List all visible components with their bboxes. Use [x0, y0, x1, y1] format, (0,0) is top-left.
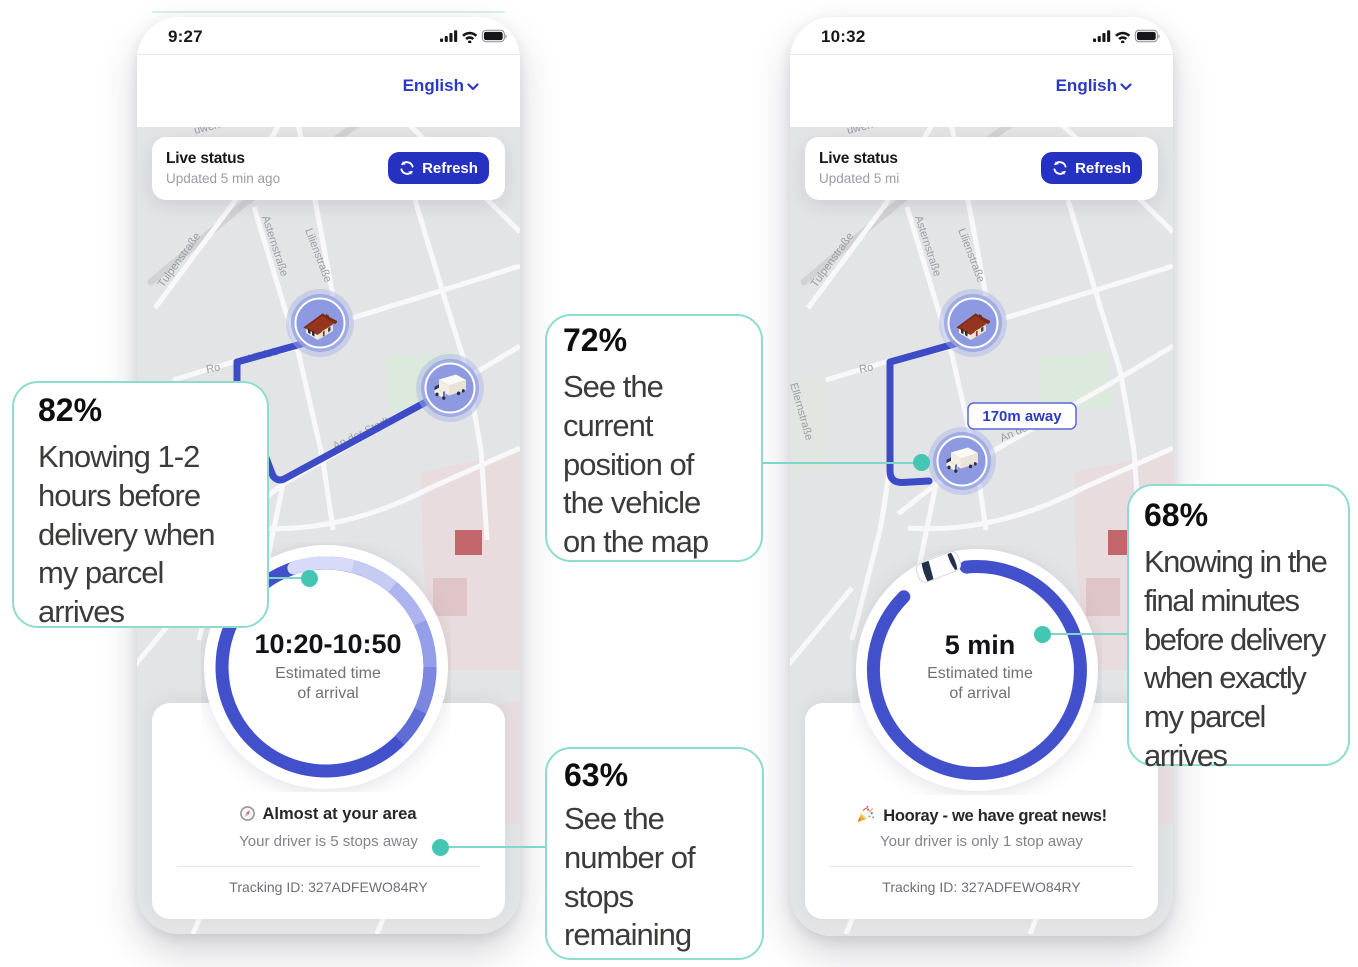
svg-text:Ro: Ro: [858, 361, 874, 376]
svg-text:Ro: Ro: [205, 361, 221, 376]
svg-text:170m away: 170m away: [982, 408, 1062, 425]
